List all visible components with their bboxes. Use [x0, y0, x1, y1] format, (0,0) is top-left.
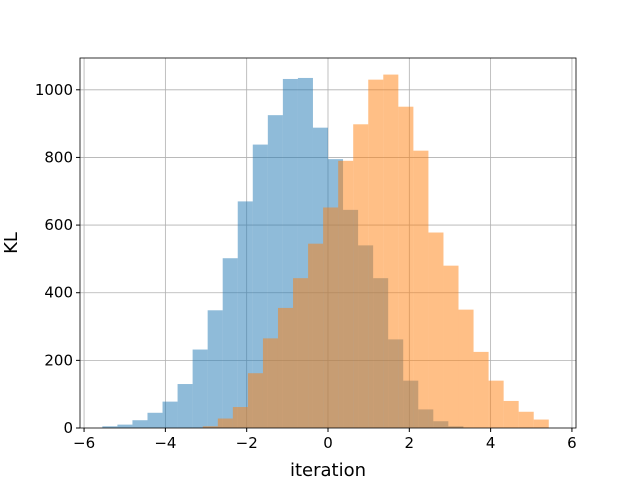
x-axis-label: iteration	[290, 460, 366, 480]
y-tick-label-4: 800	[44, 148, 73, 166]
histogram-bar-series2-1	[217, 418, 233, 428]
histogram-bar-series2-3	[247, 373, 263, 428]
histogram-bar-series1-7	[207, 310, 223, 428]
histogram-bar-series2-2	[232, 407, 248, 428]
histogram-bar-series2-13	[398, 106, 414, 428]
y-tick-label-5: 1000	[35, 81, 73, 99]
x-tick-label-3: 0	[323, 434, 333, 452]
histogram-bar-series1-0	[102, 426, 118, 428]
x-tick-label-5: 4	[486, 434, 496, 452]
y-tick-label-3: 600	[44, 216, 73, 234]
x-tick-label-6: 6	[567, 434, 577, 452]
histogram-bar-series1-9	[237, 201, 253, 428]
x-tick-label-1: −4	[154, 434, 176, 452]
histogram-bar-series2-15	[428, 232, 444, 428]
histogram-bar-series1-6	[192, 349, 208, 428]
histogram-bar-series2-11	[368, 79, 384, 429]
histogram-bar-series2-20	[503, 400, 519, 428]
histogram-bar-series1-4	[162, 401, 178, 428]
histogram-bar-series2-7	[308, 243, 324, 428]
histogram-bar-series2-19	[488, 380, 504, 428]
histogram-bar-series2-0	[202, 426, 218, 428]
histogram-bar-series2-5	[277, 307, 294, 428]
y-axis-label: KL	[1, 232, 22, 254]
histogram-bar-series1-5	[177, 384, 193, 428]
axis-ticks: −6 −4 −2 0 2 4 6 0 200 400 600 800 1000	[35, 81, 577, 452]
x-tick-label-4: 2	[405, 434, 415, 452]
x-tick-label-0: −6	[73, 434, 95, 452]
x-tick-label-2: −2	[236, 434, 258, 452]
histogram-bar-series2-10	[353, 124, 369, 428]
y-tick-label-1: 200	[44, 351, 73, 369]
histogram-bar-series2-4	[262, 338, 278, 428]
histogram-bar-series1-2	[132, 420, 148, 428]
y-tick-label-2: 400	[44, 284, 73, 302]
histogram-bar-series2-8	[323, 207, 339, 428]
histogram-bar-series1-1	[117, 424, 133, 428]
histogram-bar-series2-22	[533, 419, 549, 428]
histogram-bar-series2-18	[473, 351, 489, 428]
histogram-bar-series1-3	[147, 412, 163, 428]
histogram-bar-series2-9	[338, 160, 354, 428]
histogram-bar-series2-12	[383, 74, 399, 429]
histogram-bar-series2-6	[293, 278, 309, 428]
histogram-bar-series2-21	[518, 411, 534, 428]
histogram-bar-series2-16	[443, 265, 459, 428]
histogram-bar-series1-8	[222, 258, 238, 428]
histogram-bar-series2-14	[413, 150, 429, 428]
histogram-bar-series2-17	[458, 309, 474, 428]
histogram-bars	[102, 74, 549, 429]
y-tick-label-0: 0	[63, 419, 73, 437]
